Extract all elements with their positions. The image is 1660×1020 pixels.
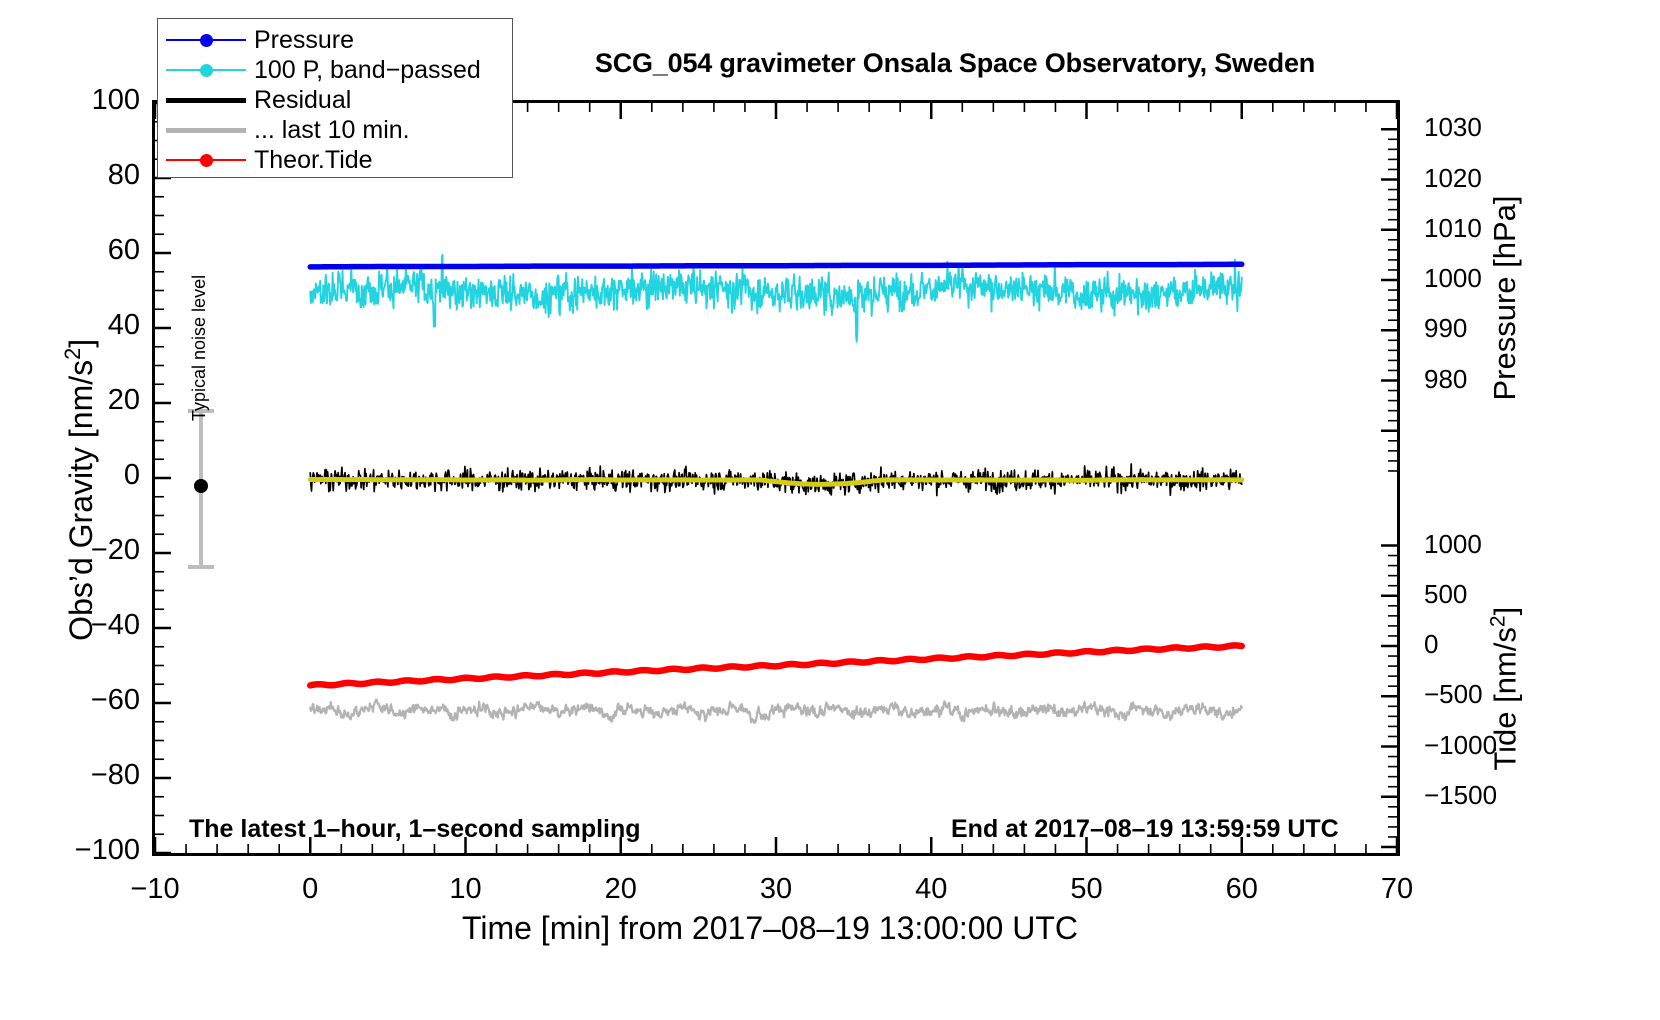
y-tick-label-tide: −500 <box>1424 679 1483 710</box>
legend-swatch-icon <box>158 145 254 175</box>
legend-item-1[interactable]: 100 P, band−passed <box>158 55 512 85</box>
x-tick-label: 10 <box>449 873 482 905</box>
y-tick-label-pressure: 1010 <box>1424 212 1482 243</box>
y-tick-label-left: −80 <box>90 759 140 791</box>
y-tick-label-pressure: 1030 <box>1424 112 1482 143</box>
x-tick-label: 0 <box>302 873 319 905</box>
noise-level-cap-bottom <box>188 565 214 569</box>
x-tick-label: 60 <box>1225 873 1258 905</box>
series-100p-band-passed <box>309 253 1243 343</box>
legend-item-3[interactable]: ... last 10 min. <box>158 115 512 145</box>
y-tick-label-tide: 1000 <box>1424 528 1482 559</box>
y-tick-label-pressure: 980 <box>1424 363 1468 394</box>
x-tick-label: 40 <box>915 873 948 905</box>
y-tick-label-left: −60 <box>90 684 140 716</box>
y-tick-label-left: 20 <box>107 384 140 416</box>
noise-level-center-dot <box>194 479 208 493</box>
y-tick-label-pressure: 1000 <box>1424 263 1482 293</box>
noise-level-cap-top <box>188 409 214 413</box>
plot-area: Typical noise level The latest 1–hour, 1… <box>152 100 1400 856</box>
y-axis-right-tide-title: Tide [nm/s2] <box>1486 606 1523 771</box>
chart-legend: Pressure 100 P, band−passed Residual... la… <box>157 18 513 178</box>
x-tick-label: 30 <box>759 873 793 905</box>
x-tick-label: −10 <box>130 873 180 905</box>
y-tick-label-pressure: 1020 <box>1424 162 1482 193</box>
x-tick-label: 20 <box>604 873 637 905</box>
y-tick-label-tide: −1000 <box>1424 729 1498 760</box>
series-residual-smoothed <box>307 476 1245 487</box>
legend-item-4[interactable]: Theor.Tide <box>158 145 512 175</box>
y-tick-label-tide: 0 <box>1424 629 1439 659</box>
footnote-left: The latest 1–hour, 1–second sampling <box>189 815 641 843</box>
series-theor-tide <box>307 642 1245 689</box>
legend-item-label: Residual <box>254 86 352 114</box>
typical-noise-level-annotation: Typical noise level <box>179 275 259 591</box>
y-tick-label-left: −40 <box>90 609 140 641</box>
y-tick-label-left: −100 <box>74 834 140 866</box>
legend-swatch-icon <box>158 85 254 115</box>
series-pressure <box>307 261 1245 270</box>
x-tick-label: 70 <box>1380 873 1414 905</box>
footnote-right: End at 2017–08–19 13:59:59 UTC <box>951 815 1339 843</box>
series-layer <box>307 253 1245 725</box>
x-tick-label: 50 <box>1070 873 1103 905</box>
legend-item-0[interactable]: Pressure <box>158 25 512 55</box>
y-tick-label-pressure: 990 <box>1424 313 1468 344</box>
y-tick-label-left: 80 <box>107 159 140 191</box>
series-residual <box>309 463 1243 497</box>
legend-item-label: ... last 10 min. <box>254 116 410 144</box>
series-last-10-min <box>309 698 1243 725</box>
legend-item-label: Pressure <box>254 26 355 54</box>
axis-ticks <box>155 103 1397 853</box>
y-tick-label-tide: 500 <box>1424 578 1468 609</box>
legend-swatch-icon <box>158 25 254 55</box>
y-tick-label-tide: −1500 <box>1424 779 1498 810</box>
y-tick-label-left: 100 <box>91 84 140 116</box>
y-tick-label-left: 0 <box>123 459 140 491</box>
legend-swatch-icon <box>158 115 254 145</box>
x-axis-title: Time [min] from 2017–08–19 13:00:00 UTC <box>461 910 1078 946</box>
plot-svg <box>155 103 1397 853</box>
y-tick-label-left: 40 <box>107 309 140 341</box>
y-tick-label-left: 60 <box>107 234 140 266</box>
noise-level-label: Typical noise level <box>189 274 209 421</box>
y-tick-label-left: −20 <box>90 534 140 566</box>
legend-swatch-icon <box>158 55 254 85</box>
legend-item-label: Theor.Tide <box>254 146 373 174</box>
legend-item-label: 100 P, band−passed <box>254 56 481 84</box>
legend-item-2[interactable]: Residual <box>158 85 512 115</box>
chart-title: SCG_054 gravimeter Onsala Space Observat… <box>594 48 1316 78</box>
